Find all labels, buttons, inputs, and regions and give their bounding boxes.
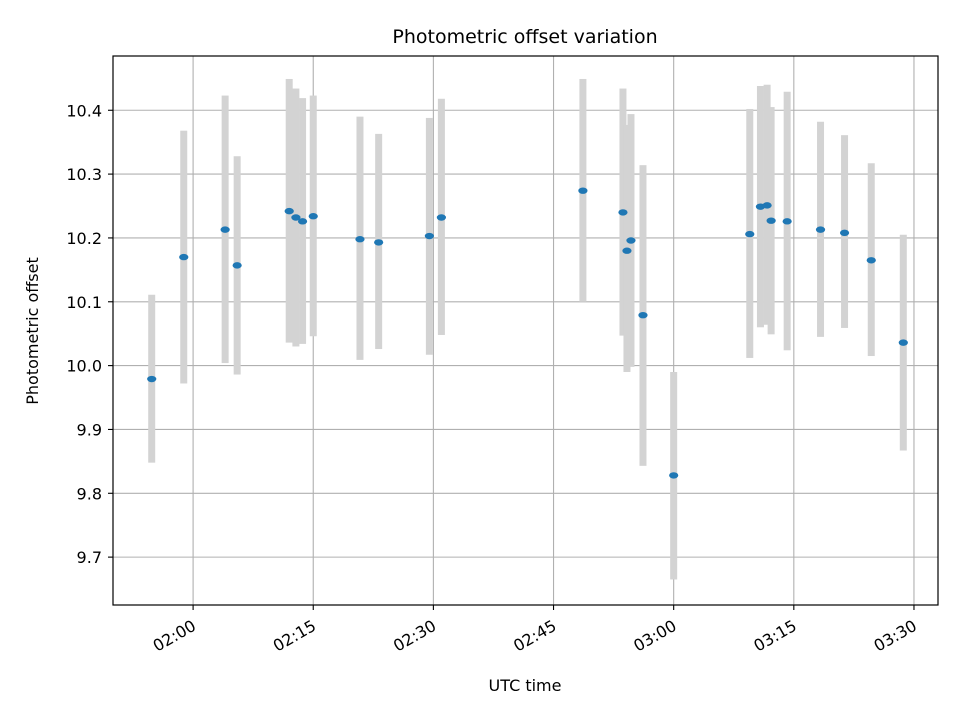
y-tick-label: 9.8 xyxy=(77,484,102,503)
data-point xyxy=(745,230,755,238)
data-point xyxy=(626,237,636,244)
data-point xyxy=(578,187,588,194)
data-point xyxy=(762,202,772,209)
data-point xyxy=(284,207,294,215)
data-point xyxy=(782,218,792,225)
data-point xyxy=(638,311,648,319)
data-point xyxy=(147,375,157,383)
data-point xyxy=(308,213,318,220)
y-tick-label: 9.9 xyxy=(77,420,102,439)
data-point xyxy=(815,226,826,233)
data-point xyxy=(436,214,446,221)
data-point xyxy=(766,217,776,224)
data-point xyxy=(866,257,876,264)
y-tick-label: 10.2 xyxy=(66,229,102,248)
data-point xyxy=(424,232,434,240)
y-tick-label: 10.1 xyxy=(66,293,102,312)
data-points xyxy=(147,187,908,479)
y-tick-label: 10.3 xyxy=(66,165,102,184)
data-point xyxy=(839,229,850,237)
data-point xyxy=(297,218,308,225)
y-tick-label: 10.0 xyxy=(66,357,102,376)
y-tick-label: 9.7 xyxy=(77,548,102,567)
y-axis-label: Photometric offset xyxy=(23,257,42,405)
plot-frame xyxy=(112,55,939,606)
data-point xyxy=(291,214,301,221)
y-axis-ticks: 9.7 9.8 9.9 10.0 10.1 10.2 10.3 10.4 xyxy=(66,101,113,567)
x-axis-label: UTC time xyxy=(489,676,562,695)
data-point xyxy=(232,262,242,269)
data-point xyxy=(618,209,628,216)
data-point xyxy=(669,472,679,479)
data-point xyxy=(374,239,384,246)
data-point xyxy=(622,247,632,254)
y-tick-label: 10.4 xyxy=(66,101,102,120)
grid-lines xyxy=(113,56,938,605)
data-point xyxy=(355,236,365,243)
data-point xyxy=(898,339,908,346)
data-point xyxy=(179,253,189,261)
data-point xyxy=(220,226,230,233)
chart-title: Photometric offset variation xyxy=(392,26,657,48)
